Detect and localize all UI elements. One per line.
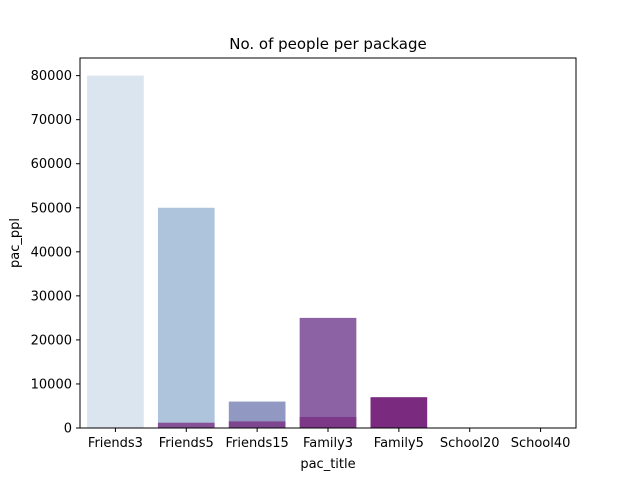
y-tick-label: 20000 (31, 333, 72, 348)
x-axis: Friends3 Friends5 Friends15 Family3 Family5 S… (88, 428, 571, 451)
x-tick-label: Friends15 (225, 436, 288, 451)
x-tick-label: School40 (511, 436, 571, 451)
x-tick-label: Friends5 (159, 436, 214, 451)
overlay-bar-friends5 (157, 422, 215, 428)
bar-friends5 (157, 207, 215, 428)
bar-family3 (299, 317, 357, 428)
y-tick-label: 50000 (31, 201, 72, 216)
y-tick-label: 80000 (31, 69, 72, 84)
bar-friends3 (87, 75, 144, 428)
x-tick-label: Family5 (374, 436, 424, 451)
bar-family5 (370, 397, 428, 428)
y-tick-label: 30000 (31, 289, 72, 304)
y-tick-label: 60000 (31, 157, 72, 172)
x-tick-label: School20 (440, 436, 500, 451)
x-axis-label: pac_title (300, 457, 355, 472)
x-tick-label: Friends3 (88, 436, 143, 451)
y-tick-label: 10000 (31, 377, 72, 392)
overlay-bar-family3 (299, 416, 357, 428)
y-tick-label: 70000 (31, 113, 72, 128)
y-axis: 0 10000 20000 30000 40000 50000 60000 70000 8000… (31, 69, 80, 437)
y-tick-label: 40000 (31, 245, 72, 260)
chart-title: No. of people per package (229, 35, 427, 53)
y-axis-label: pac_ppl (8, 218, 23, 268)
overlay-bar-friends15 (228, 421, 286, 428)
y-tick-label: 0 (64, 422, 72, 437)
x-tick-label: Family3 (303, 436, 353, 451)
overlay-bars-group (157, 416, 357, 428)
bars-group (87, 75, 428, 428)
